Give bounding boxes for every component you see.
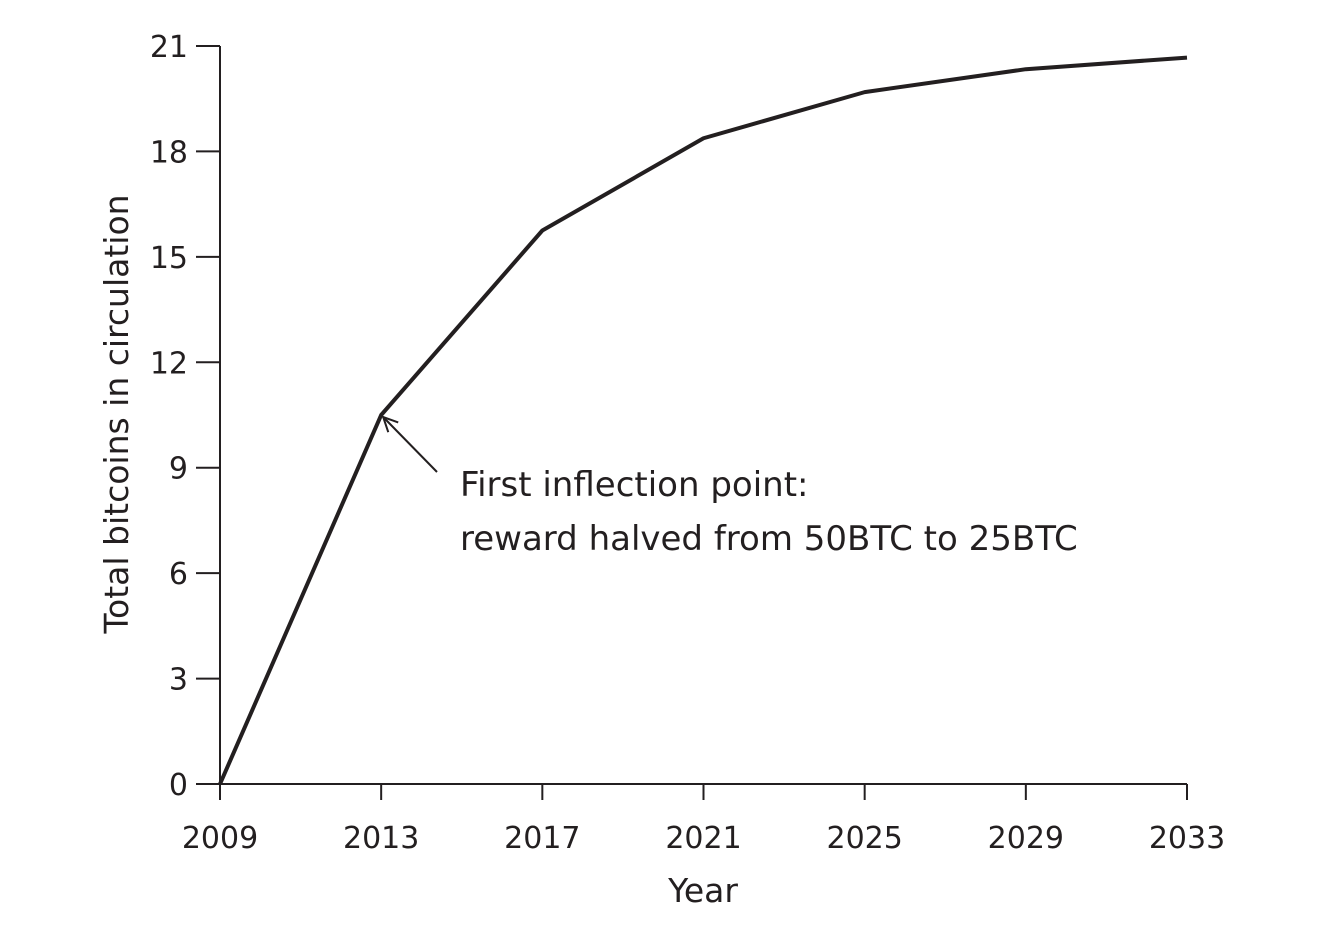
x-tick-label: 2009: [182, 821, 258, 856]
y-tick-label: 3: [169, 663, 188, 698]
x-axis: 2009 2013 2017 2021 2025 2029 2033: [182, 783, 1225, 856]
x-tick-label: 2025: [826, 821, 902, 856]
y-tick-label: 21: [150, 30, 188, 65]
y-tick-label: 6: [169, 557, 188, 592]
x-tick-label: 2021: [665, 821, 741, 856]
series-line: [218, 55, 1188, 785]
y-tick-label: 15: [150, 241, 188, 276]
annotation-arrow-head: [381, 415, 399, 433]
y-tick-label: 0: [169, 768, 188, 803]
annotation-arrow: [382, 416, 438, 473]
y-tick-label: 12: [150, 346, 188, 381]
y-tick-label: 18: [150, 135, 188, 170]
annotation-line-1: First inflection point:: [460, 465, 808, 505]
x-tick-label: 2013: [343, 821, 419, 856]
x-tick-label: 2033: [1149, 821, 1225, 856]
x-tick-label: 2029: [988, 821, 1064, 856]
annotation-line-2: reward halved from 50BTC to 25BTC: [460, 519, 1078, 559]
annotation: First inflection point: reward halved fr…: [381, 415, 1078, 559]
x-tick-label: 2017: [504, 821, 580, 856]
y-tick-label: 9: [169, 452, 188, 487]
x-axis-label: Year: [667, 871, 738, 910]
series-layer: [218, 55, 1188, 785]
y-axis: 0 3 6 9 12 15 18 21: [150, 30, 221, 803]
y-axis-label: Total bitcoins in circulation: [97, 194, 136, 634]
